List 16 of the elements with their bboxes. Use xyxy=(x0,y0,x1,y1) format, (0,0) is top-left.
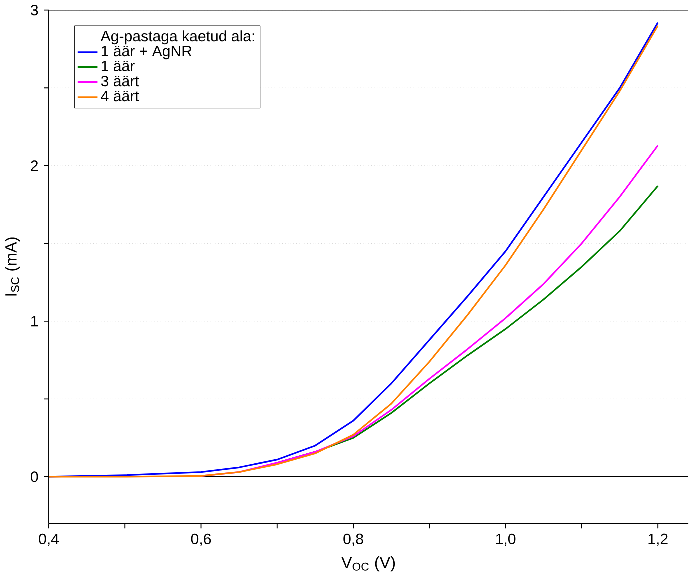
x-tick-label: 1,0 xyxy=(496,534,516,546)
x-tick-label: 1,2 xyxy=(648,534,668,546)
legend-label: 1 äär + AgNR xyxy=(102,46,192,60)
y-tick-label: 1 xyxy=(32,316,38,327)
legend-label: 3 äärt xyxy=(101,76,140,87)
y-tick-label: 3 xyxy=(30,5,38,16)
x-tick-label: 0,6 xyxy=(191,534,212,546)
x-axis-title: V$_{OC}$ (V) xyxy=(342,556,396,572)
legend-label: 4 äärt xyxy=(101,91,140,102)
x-tick-label: 0,4 xyxy=(39,534,60,546)
legend-title: Ag-pastaga kaetud ala: xyxy=(100,30,254,45)
x-tick-label: 0,8 xyxy=(344,534,364,546)
y-tick-label: 0 xyxy=(30,472,38,482)
y-axis-title: I$_{SC}$ (mA) xyxy=(5,238,20,296)
y-tick-label: 2 xyxy=(31,160,38,172)
legend-label: 1 äär xyxy=(102,61,135,72)
